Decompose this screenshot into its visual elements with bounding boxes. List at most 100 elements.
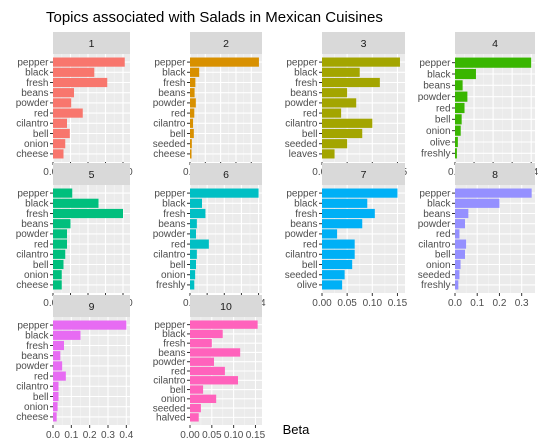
bar-red [455, 102, 465, 114]
bar-freshly [190, 280, 195, 290]
bar-pepper [455, 188, 532, 198]
panel-10: 10 pepperblackfreshbeanspowderredcilantro… [153, 295, 266, 441]
y-tick-label: red [34, 371, 48, 382]
panel-strip-label: 1 [89, 38, 95, 50]
y-tick-label: black [294, 68, 318, 79]
panel-strip [53, 163, 130, 185]
bar-onion [455, 259, 461, 270]
bar-beans [53, 219, 71, 229]
y-tick-label: cheese [153, 149, 186, 160]
bar-pepper [53, 188, 73, 198]
y-tick-label: pepper [286, 188, 318, 199]
y-tick-label: beans [158, 219, 185, 230]
bar-bell [53, 259, 64, 270]
bar-fresh [322, 77, 380, 88]
y-tick-label: powder [153, 229, 186, 240]
y-tick-label: bell [170, 129, 186, 140]
x-tick-label: 0.0 [448, 298, 462, 309]
x-tick-label: 0.15 [388, 298, 408, 309]
y-tick-label: fresh [163, 78, 185, 89]
x-tick-label: 0.10 [224, 430, 244, 441]
y-tick-label: beans [21, 219, 48, 230]
bar-seeded [322, 139, 348, 149]
panel-strip [190, 163, 262, 185]
x-tick-label: 0.05 [337, 298, 357, 309]
y-tick-label: beans [158, 348, 185, 359]
panel-strip-label: 4 [492, 38, 498, 50]
panel-strip-label: 5 [89, 169, 95, 181]
bar-cheese [190, 149, 192, 159]
panel-strip [455, 163, 535, 185]
y-tick-label: powder [153, 357, 186, 368]
bar-red [190, 366, 225, 376]
y-tick-label: onion [161, 394, 185, 405]
y-tick-label: cilantro [16, 119, 49, 130]
x-tick-label: 0.1 [470, 298, 484, 309]
bar-cilantro [190, 376, 238, 385]
y-tick-label: fresh [163, 209, 185, 220]
bar-beans [190, 88, 195, 98]
bar-leaves [322, 149, 335, 159]
y-tick-label: cilantro [153, 376, 186, 387]
y-tick-label: fresh [295, 209, 317, 220]
bar-red [53, 108, 83, 118]
panel-strip [53, 295, 130, 317]
bar-bell [455, 114, 462, 125]
bar-seeded [322, 270, 345, 280]
panels-layer: 1pepperblackfreshbeanspowderredcilantrob… [16, 32, 539, 441]
bar-powder [455, 91, 468, 102]
bar-cilantro [190, 118, 194, 128]
panel-strip [190, 32, 262, 54]
y-tick-label: cheese [16, 280, 49, 291]
y-tick-label: cilantro [285, 250, 318, 261]
y-tick-label: seeded [153, 139, 186, 150]
bar-pepper [190, 57, 259, 67]
bar-red [190, 108, 195, 118]
bar-beans [322, 88, 348, 98]
y-tick-label: red [171, 239, 185, 250]
y-tick-label: leaves [289, 149, 318, 160]
bar-cheese [53, 280, 62, 290]
y-tick-label: bell [170, 385, 186, 396]
y-tick-label: fresh [26, 209, 48, 220]
bar-fresh [190, 208, 206, 219]
y-tick-label: red [436, 103, 450, 114]
y-tick-label: black [25, 331, 49, 342]
y-tick-label: pepper [419, 58, 451, 69]
y-tick-label: pepper [17, 57, 49, 68]
bar-black [322, 67, 360, 77]
y-tick-label: seeded [153, 403, 186, 414]
x-tick-label: 0.00 [180, 430, 200, 441]
bar-cilantro [53, 118, 67, 128]
x-tick-label: 0.2 [492, 298, 506, 309]
y-tick-label: cilantro [16, 250, 49, 261]
y-tick-label: powder [16, 361, 49, 372]
bar-beans [190, 348, 241, 357]
x-tick-label: 0.15 [246, 430, 266, 441]
y-tick-label: freshly [421, 149, 450, 160]
bar-bell [53, 128, 70, 139]
bar-black [190, 329, 223, 339]
bar-pepper [455, 57, 532, 68]
bar-onion [53, 270, 62, 280]
bar-bell [322, 259, 353, 270]
y-tick-label: pepper [419, 188, 451, 199]
y-tick-label: bell [33, 129, 49, 140]
y-tick-label: pepper [154, 57, 186, 68]
y-tick-label: beans [290, 88, 317, 99]
x-tick-label: 0.3 [515, 298, 529, 309]
y-tick-label: bell [435, 250, 451, 261]
y-tick-label: cilantro [153, 119, 186, 130]
bar-beans [53, 88, 74, 98]
panel-1: 1 pepperblackfreshbeanspowderredcilantrob… [16, 32, 133, 178]
y-tick-label: pepper [286, 57, 318, 68]
bar-pepper [322, 57, 400, 67]
y-tick-label: beans [423, 81, 450, 92]
bar-black [53, 67, 95, 77]
bar-red [53, 371, 66, 381]
y-tick-label: powder [16, 229, 49, 240]
x-tick-label: 0.0 [46, 430, 60, 441]
y-tick-label: red [171, 366, 185, 377]
bar-red [322, 108, 342, 118]
